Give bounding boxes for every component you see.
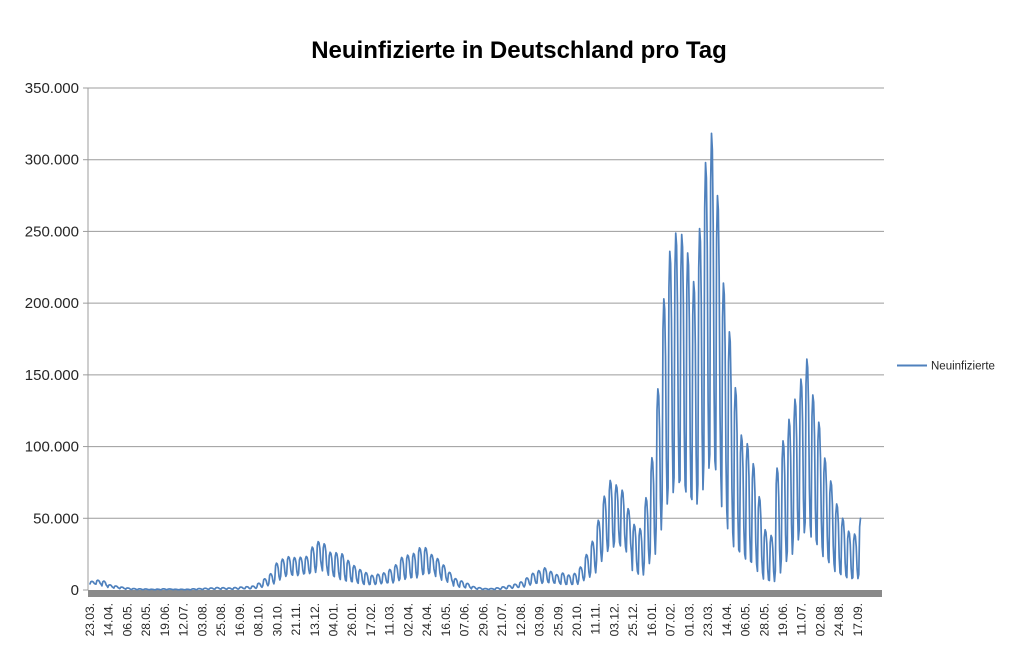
x-axis-tick-label: 17.09. (851, 603, 865, 636)
x-axis-tick-label: 28.05. (757, 603, 771, 636)
x-axis-tick-label: 06.05. (120, 603, 134, 636)
x-axis-tick-label: 06.05. (739, 603, 753, 636)
y-axis-tick-label: 200.000 (25, 295, 79, 312)
x-axis-tick-label: 08.10. (252, 603, 266, 636)
x-axis-tick-label: 02.04. (401, 603, 415, 636)
x-axis-tick-label: 11.11. (589, 603, 603, 635)
legend: Neuinfizierte (897, 361, 995, 373)
x-axis-tick-label: 25.12. (626, 603, 640, 636)
y-axis-tick-label: 300.000 (25, 152, 79, 169)
x-axis-tick-label: 16.05. (439, 603, 453, 636)
x-axis-tick-label: 14.04. (720, 603, 734, 636)
series-line-neuinfizierte (89, 132, 862, 591)
x-axis-tick-label: 30.10. (270, 603, 284, 636)
x-axis-tick-label: 26.01. (345, 603, 359, 636)
x-axis-tick-label: 17.02. (364, 603, 378, 636)
y-axis-tick-label: 50.000 (33, 510, 79, 527)
x-axis-tick-label: 14.04. (102, 603, 116, 636)
x-axis-tick-label: 25.08. (214, 603, 228, 636)
y-axis-tick-label: 350.000 (25, 80, 79, 97)
x-axis-tick-label: 25.09. (551, 603, 565, 636)
x-axis-tick-label: 20.10. (570, 603, 584, 636)
x-axis-tick-label: 07.02. (664, 603, 678, 636)
x-axis-tick-label: 03.08. (195, 603, 209, 636)
x-axis-tick-label: 29.06. (476, 603, 490, 636)
x-axis-tick-label: 12.08. (514, 603, 528, 636)
gridlines (88, 87, 884, 519)
x-axis-tick-label: 12.07. (177, 603, 191, 636)
x-axis-tick-label: 07.06. (458, 603, 472, 636)
y-axis-tick-label: 0 (71, 582, 79, 599)
x-axis-tick-label: 23.03. (83, 603, 97, 636)
x-axis-labels: 23.03. 14.04. 06.05. 28.05. 19.06. 12.07. 03.0… (83, 603, 865, 636)
x-axis-tick-label: 13.12. (308, 603, 322, 636)
x-axis-tick-label: 11.03. (383, 603, 397, 635)
x-axis-tick-label: 04.01. (326, 603, 340, 636)
x-axis-tick-label: 28.05. (139, 603, 153, 636)
x-axis-tick-label: 16.01. (645, 603, 659, 636)
x-axis-tick-label: 19.06. (776, 603, 790, 636)
x-axis-tick-label: 03.12. (607, 603, 621, 636)
x-axis-tick-label: 16.09. (233, 603, 247, 636)
x-axis-tick-label: 19.06. (158, 603, 172, 636)
legend-label: Neuinfizierte (931, 361, 995, 373)
x-axis-tick-label: 21.07. (495, 603, 509, 636)
y-axis-tick-label: 100.000 (25, 439, 79, 456)
y-axis-tick-label: 250.000 (25, 223, 79, 240)
x-axis-tick-label: 02.08. (813, 603, 827, 636)
x-axis-tick-label: 11.07. (795, 603, 809, 635)
x-axis-tick-label: 24.04. (420, 603, 434, 636)
chart-title: Neuinfizierte in Deutschland pro Tag (311, 37, 727, 64)
x-axis-tick-label: 01.03. (682, 603, 696, 636)
y-axis-tick-label: 150.000 (25, 367, 79, 384)
x-axis-tick-label: 03.09. (533, 603, 547, 636)
x-axis-tick-label: 24.08. (832, 603, 846, 636)
x-axis-tick-label: 21.11. (289, 603, 303, 635)
y-axis (83, 87, 89, 591)
x-axis-line (88, 590, 882, 597)
x-axis-tick-label: 23.03. (701, 603, 715, 636)
y-axis-labels: 0 50.000 100.000 150.000 200.000 250.000 300.0… (25, 80, 79, 599)
